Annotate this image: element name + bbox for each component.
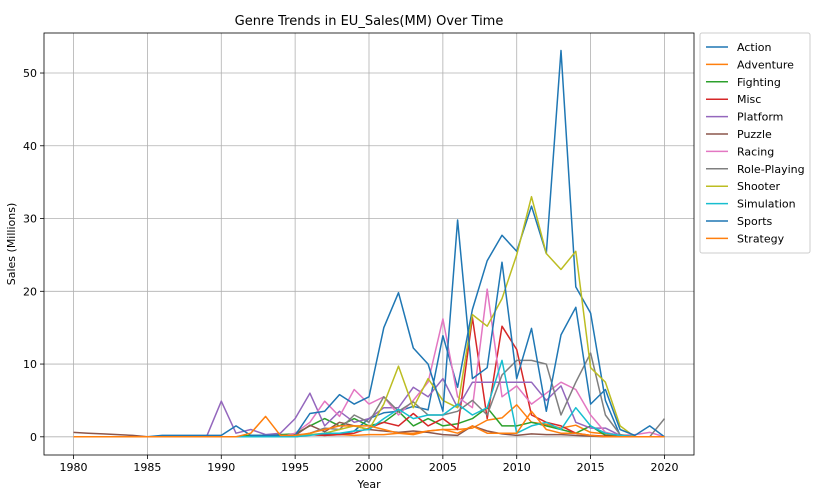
grid <box>44 33 694 455</box>
x-tick-label: 1980 <box>60 461 88 474</box>
legend-label-action: Action <box>737 41 771 54</box>
legend-label-platform: Platform <box>737 111 783 124</box>
x-tick-label: 2005 <box>429 461 457 474</box>
series-line-strategy <box>73 410 665 438</box>
series-line-sports <box>73 219 665 438</box>
series-lines <box>73 49 666 438</box>
x-tick-label: 2010 <box>503 461 531 474</box>
chart-title: Genre Trends in EU_Sales(MM) Over Time <box>235 14 504 29</box>
legend-label-strategy: Strategy <box>737 232 785 245</box>
legend-label-role-playing: Role-Playing <box>737 163 805 176</box>
ticks: 1980 1985 1990 1995 2000 2005 2010 2015 2020 0 10 2… <box>23 67 678 474</box>
legend-frame <box>699 32 811 254</box>
legend-label-adventure: Adventure <box>737 58 794 71</box>
legend-label-racing: Racing <box>737 145 774 158</box>
y-tick-label: 20 <box>23 285 37 298</box>
legend-label-sports: Sports <box>737 215 773 228</box>
y-tick-label: 10 <box>23 358 37 371</box>
x-tick-label: 1985 <box>133 461 161 474</box>
legend-label-misc: Misc <box>737 93 761 106</box>
x-tick-label: 2015 <box>577 461 605 474</box>
y-tick-label: 50 <box>23 67 37 80</box>
legend-label-simulation: Simulation <box>737 198 796 211</box>
legend-label-fighting: Fighting <box>737 76 781 89</box>
y-tick-label: 0 <box>30 431 37 444</box>
legend-items: Action Adventure Fighting Misc Platform Puzzl… <box>706 41 805 245</box>
legend-label-puzzle: Puzzle <box>737 128 772 141</box>
x-tick-label: 2000 <box>355 461 383 474</box>
x-tick-label: 2020 <box>650 461 678 474</box>
y-tick-label: 40 <box>23 140 37 153</box>
x-axis-title: Year <box>356 478 381 491</box>
y-tick-label: 30 <box>23 213 37 226</box>
legend: Action Adventure Fighting Misc Platform Puzzl… <box>699 32 811 254</box>
y-axis-title: Sales (Millions) <box>5 203 18 286</box>
x-tick-label: 1995 <box>281 461 309 474</box>
x-tick-label: 1990 <box>207 461 235 474</box>
legend-label-shooter: Shooter <box>737 180 780 193</box>
